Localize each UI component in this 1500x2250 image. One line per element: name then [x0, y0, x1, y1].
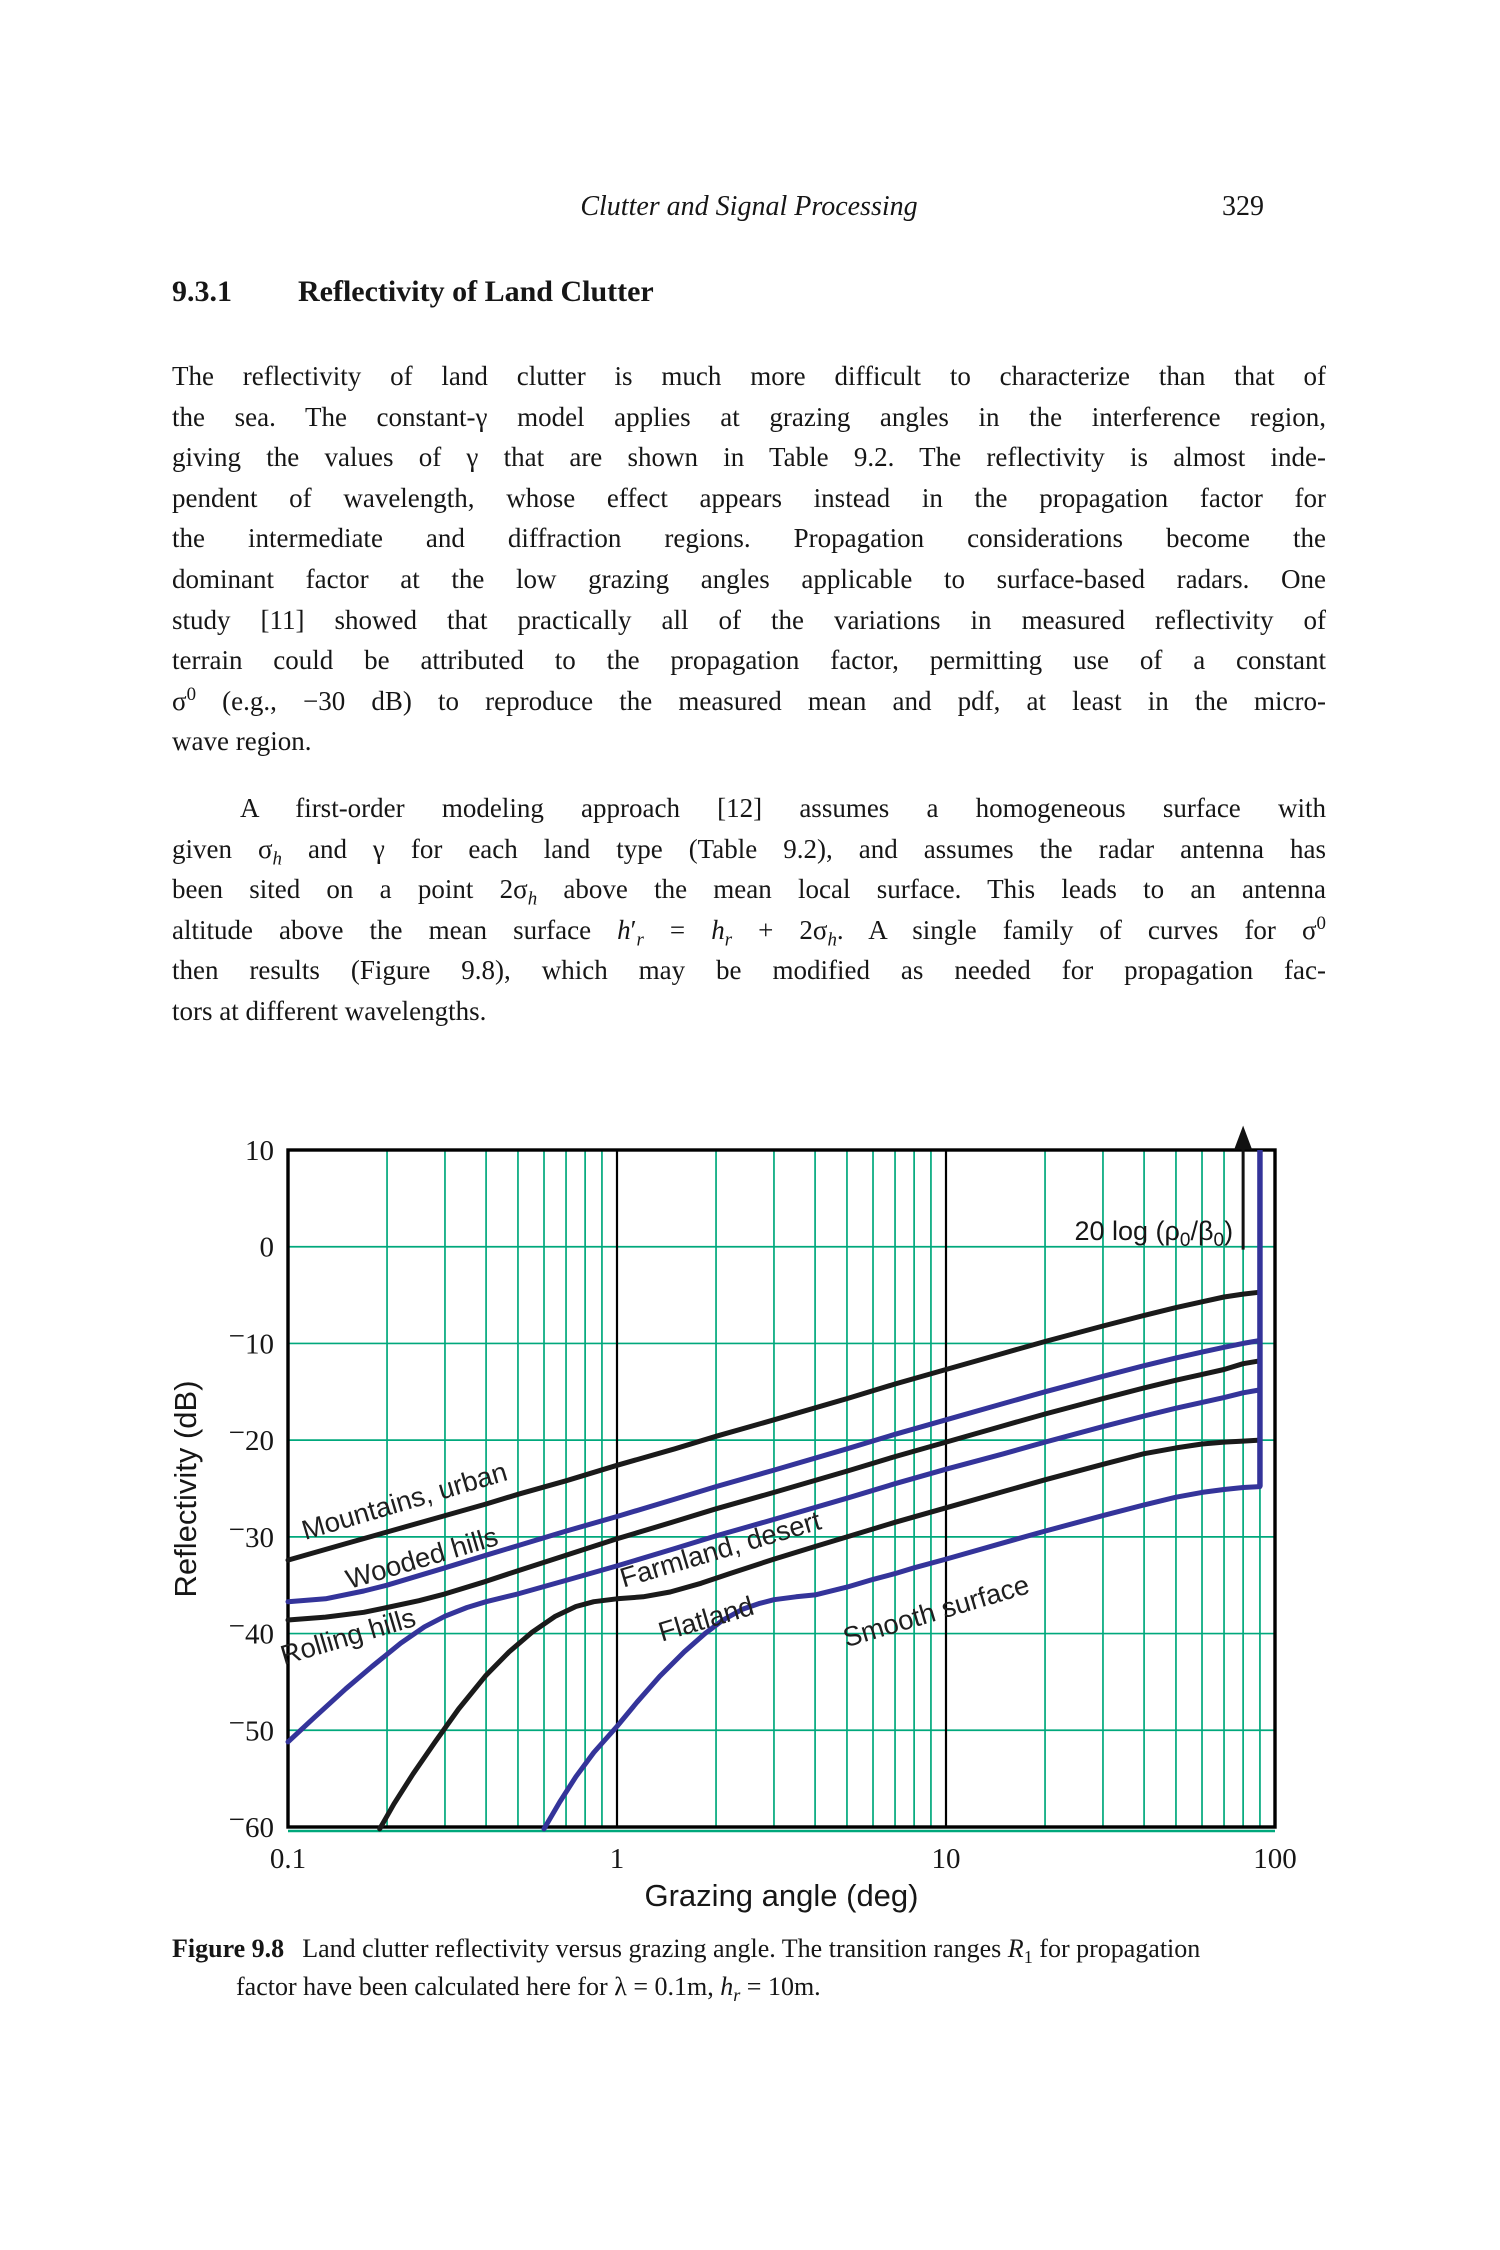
figure-caption-line-2: factor have been calculated here for λ =… [236, 1972, 821, 2006]
text-line: dominant factor at the low grazing angle… [172, 563, 1326, 594]
text-line: tors at different wavelengths. [172, 995, 487, 1026]
y-tick-label: −50 [229, 1707, 274, 1747]
curve-label: Flatland [655, 1590, 758, 1648]
plot-border [286, 1148, 1277, 1829]
curve-label: Farmland, desert [616, 1505, 824, 1594]
x-tick-label: 0.1 [270, 1843, 306, 1875]
y-tick-label: −60 [229, 1804, 274, 1844]
curve-rolling-hills [285, 1358, 1263, 1623]
text-line: σ0 (e.g., −30 dB) to reproduce the measu… [172, 683, 1326, 716]
running-head-title: Clutter and Signal Processing [580, 191, 918, 222]
page-number: 329 [1222, 191, 1264, 222]
text-line: the sea. The constant-γ model applies at… [172, 401, 1326, 432]
y-tick-label: −20 [229, 1417, 274, 1457]
section-title: Reflectivity of Land Clutter [298, 275, 654, 308]
section-number: 9.3.1 [172, 275, 232, 308]
paragraph-1: The reflectivity of land clutter is much… [172, 356, 1326, 762]
figure-caption: Figure 9.8 Land clutter reflectivity vers… [172, 1930, 1332, 2006]
x-tick-label: 1 [610, 1843, 625, 1875]
y-tick-label: 0 [260, 1232, 275, 1264]
x-tick-label: 100 [1253, 1843, 1297, 1875]
y-tick-label: 10 [245, 1135, 274, 1167]
text-line: A first-order modeling approach [12] ass… [240, 793, 1326, 823]
text-line: pendent of wavelength, whose effect appe… [172, 482, 1326, 513]
x-axis-title: Grazing angle (deg) [645, 1878, 919, 1913]
grid-lines [288, 1150, 1275, 1833]
curve-flatland [377, 1437, 1263, 1832]
text-line: altitude above the mean surface h′r = hr… [172, 912, 1326, 951]
text-line: been sited on a point 2σh above the mean… [172, 874, 1326, 910]
running-head: Clutter and Signal Processing 329 [172, 190, 1326, 226]
annotation-arrow-head [1234, 1125, 1253, 1150]
text-line: The reflectivity of land clutter is much… [172, 361, 1326, 391]
x-tick-label: 10 [932, 1843, 961, 1875]
curve-mountains-urban [285, 1289, 1263, 1563]
paragraph-2: A first-order modeling approach [12] ass… [172, 788, 1326, 1032]
text-line: study [11] showed that practically all o… [172, 604, 1326, 635]
y-axis-ticks: 10 0 −10 −20 −30 −40 −50 −60 [229, 1135, 274, 1844]
section-heading: 9.3.1 Reflectivity of Land Clutter [172, 274, 654, 310]
text-line: given σh and γ for each land type (Table… [172, 833, 1326, 869]
y-tick-label: −10 [229, 1320, 274, 1360]
figure-caption-text-1: Land clutter reflectivity versus grazing… [302, 1934, 1201, 1968]
text-line: terrain could be attributed to the propa… [172, 645, 1326, 676]
y-tick-label: −40 [229, 1611, 274, 1651]
y-tick-label: −30 [229, 1514, 274, 1554]
curves [285, 1289, 1263, 1832]
text-line: wave region. [172, 726, 312, 757]
figure-caption-label: Figure 9.8 [172, 1934, 285, 1963]
text-line: then results (Figure 9.8), which may be … [172, 955, 1326, 986]
curve-farmland-desert [285, 1387, 1263, 1745]
curve-smooth-surface [541, 1484, 1263, 1832]
curve-wooded-hills [285, 1338, 1263, 1605]
text-line: the intermediate and diffraction regions… [172, 523, 1326, 554]
text-line: giving the values of γ that are shown in… [172, 442, 1326, 473]
x-axis-ticks: 0.1 1 10 100 [270, 1843, 1297, 1875]
y-axis-title: Reflectivity (dB) [168, 1380, 203, 1597]
figure-caption-line-1: Figure 9.8 Land clutter reflectivity vers… [172, 1930, 1332, 1968]
annotation-20log-label: 20 log (ρ0/β0) [1074, 1216, 1233, 1251]
